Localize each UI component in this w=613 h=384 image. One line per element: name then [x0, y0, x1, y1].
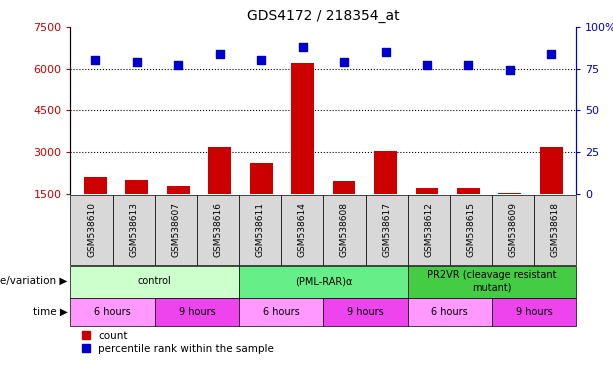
Title: GDS4172 / 218354_at: GDS4172 / 218354_at	[247, 9, 400, 23]
Bar	[249, 163, 273, 236]
Text: 6 hours: 6 hours	[432, 307, 468, 317]
Bar	[457, 189, 480, 236]
Point	[91, 57, 101, 63]
Text: PR2VR (cleavage resistant
mutant): PR2VR (cleavage resistant mutant)	[427, 270, 557, 292]
Text: GSM538607: GSM538607	[172, 202, 180, 257]
Text: GSM538618: GSM538618	[550, 202, 560, 257]
Point	[381, 49, 390, 55]
Point	[256, 57, 266, 63]
Text: GSM538615: GSM538615	[466, 202, 475, 257]
Text: GSM538613: GSM538613	[129, 202, 138, 257]
Point	[505, 67, 515, 73]
Bar	[84, 177, 107, 236]
Text: GSM538614: GSM538614	[298, 202, 306, 257]
Text: GSM538610: GSM538610	[87, 202, 96, 257]
Bar	[291, 63, 314, 236]
Bar	[126, 180, 148, 236]
Point	[339, 59, 349, 65]
Text: GSM538611: GSM538611	[256, 202, 265, 257]
Text: GSM538612: GSM538612	[424, 202, 433, 257]
Bar	[416, 189, 438, 236]
Bar	[167, 185, 189, 236]
Bar	[374, 151, 397, 236]
Text: 9 hours: 9 hours	[178, 307, 215, 317]
Bar	[540, 147, 563, 236]
Text: genotype/variation ▶: genotype/variation ▶	[0, 276, 67, 286]
Text: 6 hours: 6 hours	[263, 307, 300, 317]
Text: GSM538608: GSM538608	[340, 202, 349, 257]
Point	[298, 44, 308, 50]
Legend: count, percentile rank within the sample: count, percentile rank within the sample	[82, 331, 275, 354]
Bar	[333, 181, 356, 236]
Text: control: control	[138, 276, 172, 286]
Point	[422, 62, 432, 68]
Point	[132, 59, 142, 65]
Point	[215, 51, 224, 57]
Text: 9 hours: 9 hours	[347, 307, 384, 317]
Point	[173, 62, 183, 68]
Text: GSM538616: GSM538616	[213, 202, 223, 257]
Text: time ▶: time ▶	[32, 307, 67, 317]
Bar	[498, 192, 521, 236]
Bar	[208, 147, 231, 236]
Text: GSM538617: GSM538617	[382, 202, 391, 257]
Text: (PML-RAR)α: (PML-RAR)α	[295, 276, 352, 286]
Text: GSM538609: GSM538609	[509, 202, 517, 257]
Point	[463, 62, 473, 68]
Text: 9 hours: 9 hours	[516, 307, 552, 317]
Point	[546, 51, 556, 57]
Text: 6 hours: 6 hours	[94, 307, 131, 317]
